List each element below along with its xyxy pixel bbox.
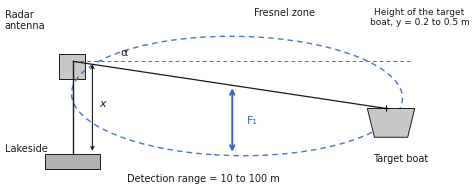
Text: α: α	[121, 48, 128, 58]
Text: Lakeside: Lakeside	[5, 144, 47, 154]
Bar	[45, 154, 100, 169]
Text: Radar
antenna: Radar antenna	[5, 10, 46, 31]
Polygon shape	[367, 108, 415, 137]
Text: Fresnel zone: Fresnel zone	[254, 8, 315, 18]
Text: Detection range = 10 to 100 m: Detection range = 10 to 100 m	[128, 174, 280, 184]
Bar	[59, 54, 85, 79]
Text: Height of the target
boat, y = 0.2 to 0.5 m: Height of the target boat, y = 0.2 to 0.…	[370, 8, 469, 27]
Text: F₁: F₁	[246, 116, 257, 126]
Text: Target boat: Target boat	[373, 154, 428, 164]
Text: x: x	[100, 99, 106, 109]
